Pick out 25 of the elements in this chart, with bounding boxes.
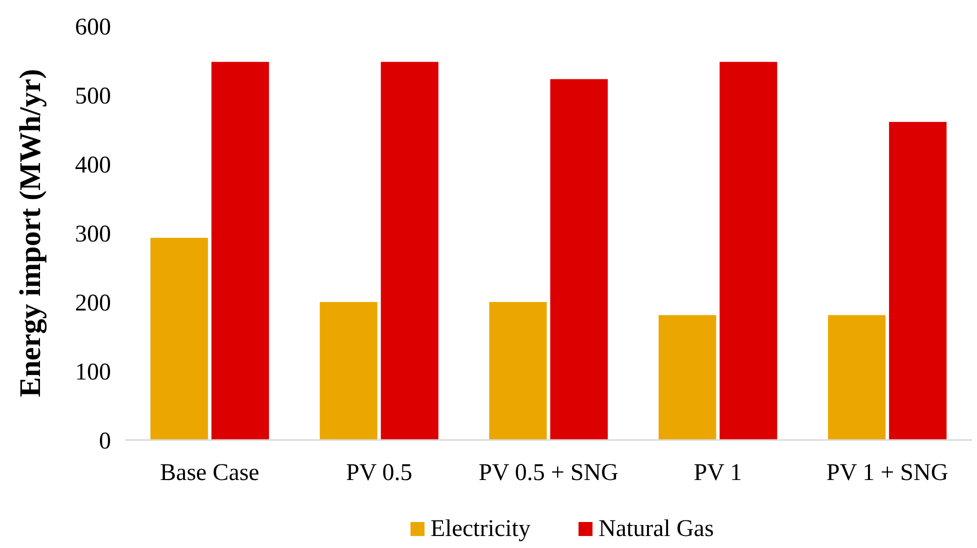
bar bbox=[889, 122, 947, 440]
y-tick-label: 200 bbox=[75, 290, 111, 316]
legend-label: Natural Gas bbox=[598, 516, 714, 542]
bar bbox=[150, 238, 208, 440]
x-tick-label: Base Case bbox=[160, 460, 260, 486]
bar bbox=[489, 302, 547, 440]
y-tick-label: 400 bbox=[75, 152, 111, 178]
y-tick-label: 0 bbox=[99, 428, 111, 454]
y-tick-label: 100 bbox=[75, 359, 111, 386]
y-tick-label: 600 bbox=[75, 14, 111, 40]
x-tick-label: PV 0.5 bbox=[346, 460, 412, 486]
y-axis-title: Energy import (MWh/yr) bbox=[14, 68, 47, 398]
bar bbox=[320, 302, 378, 440]
bar bbox=[720, 62, 778, 440]
bar bbox=[380, 62, 438, 440]
x-tick-label: PV 0.5 + SNG bbox=[478, 460, 618, 486]
bar bbox=[658, 315, 716, 440]
y-tick-label: 500 bbox=[75, 83, 111, 110]
bar bbox=[211, 62, 269, 440]
y-tick-label: 300 bbox=[75, 221, 111, 248]
x-tick-label: PV 1 + SNG bbox=[826, 460, 948, 486]
legend-label: Electricity bbox=[430, 516, 530, 542]
bar bbox=[550, 79, 608, 440]
x-tick-label: PV 1 bbox=[694, 460, 742, 486]
bar bbox=[828, 315, 886, 440]
